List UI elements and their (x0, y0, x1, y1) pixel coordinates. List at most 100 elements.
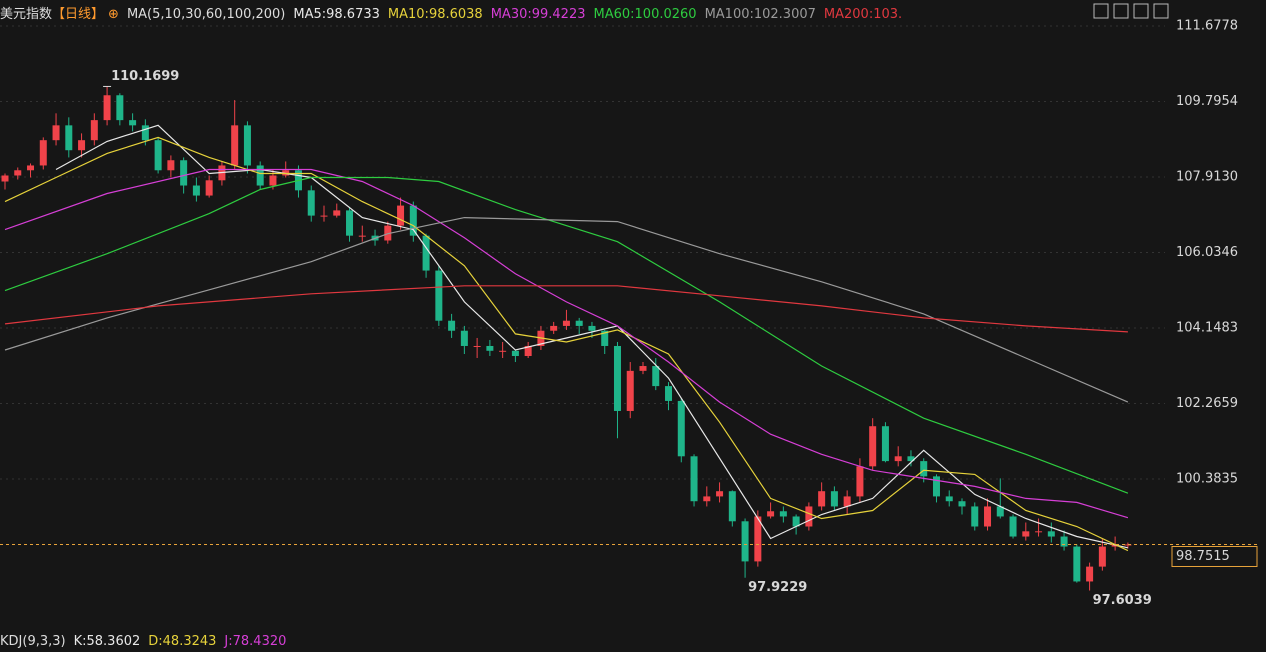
candle-body (1009, 516, 1017, 537)
ma-values: MA5:98.6733 MA10:98.6038 MA30:99.4223 MA60:… (293, 7, 910, 22)
legend-value: J:78.4320 (224, 634, 287, 649)
candle-body (435, 270, 443, 321)
candle-body (779, 511, 787, 517)
price-marker-label: 106.0346 (1176, 245, 1238, 260)
legend-value: MA5:98.6733 (293, 7, 380, 22)
candle-body (907, 456, 915, 462)
title: 美元指数 (0, 7, 53, 22)
legend-value: MA60:100.0260 (593, 7, 697, 22)
ma-line (4, 216, 1129, 403)
candle-body (626, 370, 634, 411)
candle-body (1035, 531, 1043, 533)
candle-body (843, 496, 851, 507)
candle-body (78, 140, 86, 151)
candle-body (958, 501, 966, 507)
candle-body (460, 330, 468, 346)
candle-body (167, 160, 175, 171)
candle-body (665, 386, 673, 401)
ma-line (4, 285, 1128, 333)
legend-value: MA100:102.3007 (704, 7, 816, 22)
high-label: 110.1699 (111, 69, 179, 84)
candle-body (1098, 546, 1106, 567)
candle-body (971, 506, 979, 527)
candle-body (384, 225, 392, 241)
ma-line (4, 176, 1129, 494)
candle-body (103, 95, 111, 121)
candle-body (601, 330, 609, 346)
candle-body (141, 125, 149, 141)
ma-label: MA(5,10,30,60,100,200) (126, 7, 286, 22)
candle-body (256, 165, 264, 186)
legend-value: MA30:99.4223 (490, 7, 586, 22)
candle-body (805, 506, 813, 527)
candle-body (129, 120, 137, 126)
candle-body (932, 476, 940, 497)
price-marker-box (1172, 243, 1257, 262)
candle-body (613, 345, 621, 411)
candle-body (27, 165, 35, 171)
candle-body (333, 210, 341, 216)
candle-body (1086, 566, 1094, 582)
period: 【日线】 (52, 7, 105, 22)
indicator-bar: KDJ(9,3,3) K:58.3602 D:48.3243 J:78.4320 (0, 634, 302, 649)
low-label: 97.6039 (1093, 593, 1152, 608)
candle-body (818, 491, 826, 507)
ma-line (4, 168, 1129, 519)
candle-body (677, 400, 685, 457)
candle-body (243, 125, 251, 166)
candle-body (269, 175, 277, 186)
candle-body (231, 125, 239, 166)
candle-body (358, 235, 366, 237)
candle-body (792, 516, 800, 527)
candle-body (588, 325, 596, 331)
candle-body (856, 466, 864, 497)
candle-body (1, 175, 9, 182)
candle-body (1022, 531, 1030, 537)
candle-body (716, 491, 724, 497)
last-price-box (1171, 545, 1258, 567)
candle-body (550, 325, 558, 331)
legend-value: K:58.3602 (73, 634, 141, 649)
candle-body (754, 516, 762, 562)
candle-body (205, 180, 213, 196)
candle-body (562, 320, 570, 326)
candle-body (703, 496, 711, 502)
y-tick-label: 102.2659 (1176, 396, 1238, 411)
candle-body (180, 160, 188, 186)
candle-body (282, 170, 290, 176)
ma-line (4, 136, 1129, 552)
legend-value: MA10:98.6038 (387, 7, 483, 22)
legend-value: D:48.3243 (148, 634, 217, 649)
candle-body (881, 426, 889, 462)
candle-body (894, 456, 902, 462)
candle-body (728, 491, 736, 522)
candle-body (409, 205, 417, 236)
candle-body (307, 190, 315, 216)
candle-body (690, 456, 698, 502)
header: 美元指数【日线】 ⊕ MA(5,10,30,60,100,200) MA5:98.67… (0, 3, 918, 22)
candle-body (869, 426, 877, 467)
candle-body (945, 496, 953, 502)
candle-body (1124, 544, 1132, 546)
candle-body (920, 461, 928, 477)
y-tick-label: 104.1483 (1176, 320, 1238, 335)
last-price-label: 98.7515 (1176, 549, 1230, 564)
kdj-values: K:58.3602 D:48.3243 J:78.4320 (74, 634, 295, 649)
candle-body (14, 170, 22, 176)
candle-body (90, 120, 98, 141)
legend-value: MA200:103. (823, 7, 903, 22)
candle-body (473, 345, 481, 347)
settings-icon[interactable]: ⊕ (108, 7, 119, 22)
candle-body (116, 95, 124, 121)
low-label: 97.9229 (748, 580, 807, 595)
candle-body (346, 210, 354, 236)
candle-body (830, 491, 838, 507)
candle-body (652, 366, 660, 387)
candle-body (639, 366, 647, 371)
candle-body (448, 320, 456, 331)
candle-body (486, 345, 494, 351)
candle-body (192, 185, 200, 196)
candle-body (1073, 546, 1081, 582)
